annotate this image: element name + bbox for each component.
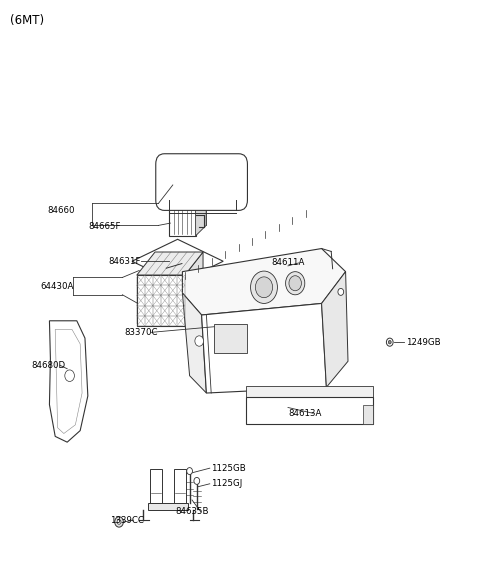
Text: 1125GB: 1125GB	[211, 464, 246, 473]
Polygon shape	[246, 397, 373, 424]
Text: 1125GJ: 1125GJ	[211, 479, 242, 488]
Circle shape	[386, 338, 393, 346]
Text: 84611A: 84611A	[271, 258, 305, 268]
Polygon shape	[174, 469, 186, 503]
Circle shape	[286, 272, 305, 295]
Polygon shape	[363, 405, 373, 424]
Text: 1249GB: 1249GB	[406, 338, 440, 347]
Polygon shape	[150, 469, 162, 503]
Polygon shape	[202, 303, 326, 393]
Polygon shape	[132, 239, 223, 283]
Polygon shape	[182, 249, 346, 315]
Polygon shape	[196, 198, 206, 236]
Circle shape	[255, 277, 273, 298]
Polygon shape	[49, 321, 88, 442]
FancyBboxPatch shape	[156, 154, 248, 210]
Text: 84665F: 84665F	[89, 222, 121, 231]
Circle shape	[388, 340, 391, 344]
Polygon shape	[180, 198, 206, 225]
Circle shape	[187, 468, 192, 475]
Text: 84660: 84660	[47, 206, 74, 216]
Circle shape	[194, 477, 200, 484]
Polygon shape	[169, 198, 206, 208]
Polygon shape	[246, 386, 373, 397]
Circle shape	[65, 370, 74, 381]
Text: 84680D: 84680D	[31, 361, 65, 370]
Text: (6MT): (6MT)	[10, 14, 44, 27]
Polygon shape	[182, 293, 206, 393]
Polygon shape	[137, 275, 185, 326]
Circle shape	[338, 288, 344, 295]
Circle shape	[195, 336, 204, 346]
Polygon shape	[169, 208, 196, 236]
Polygon shape	[322, 272, 348, 387]
Circle shape	[117, 520, 121, 524]
Circle shape	[289, 276, 301, 291]
Text: 84635B: 84635B	[175, 507, 209, 516]
Polygon shape	[214, 324, 247, 353]
Circle shape	[115, 517, 123, 527]
Text: 1339CC: 1339CC	[110, 516, 144, 525]
Polygon shape	[185, 252, 203, 326]
Text: 84631F: 84631F	[108, 257, 141, 266]
Text: 64430A: 64430A	[41, 281, 74, 291]
Polygon shape	[148, 503, 188, 510]
Text: 83370C: 83370C	[125, 328, 158, 337]
Polygon shape	[137, 252, 203, 275]
Circle shape	[251, 271, 277, 303]
Text: 84613A: 84613A	[288, 409, 322, 418]
